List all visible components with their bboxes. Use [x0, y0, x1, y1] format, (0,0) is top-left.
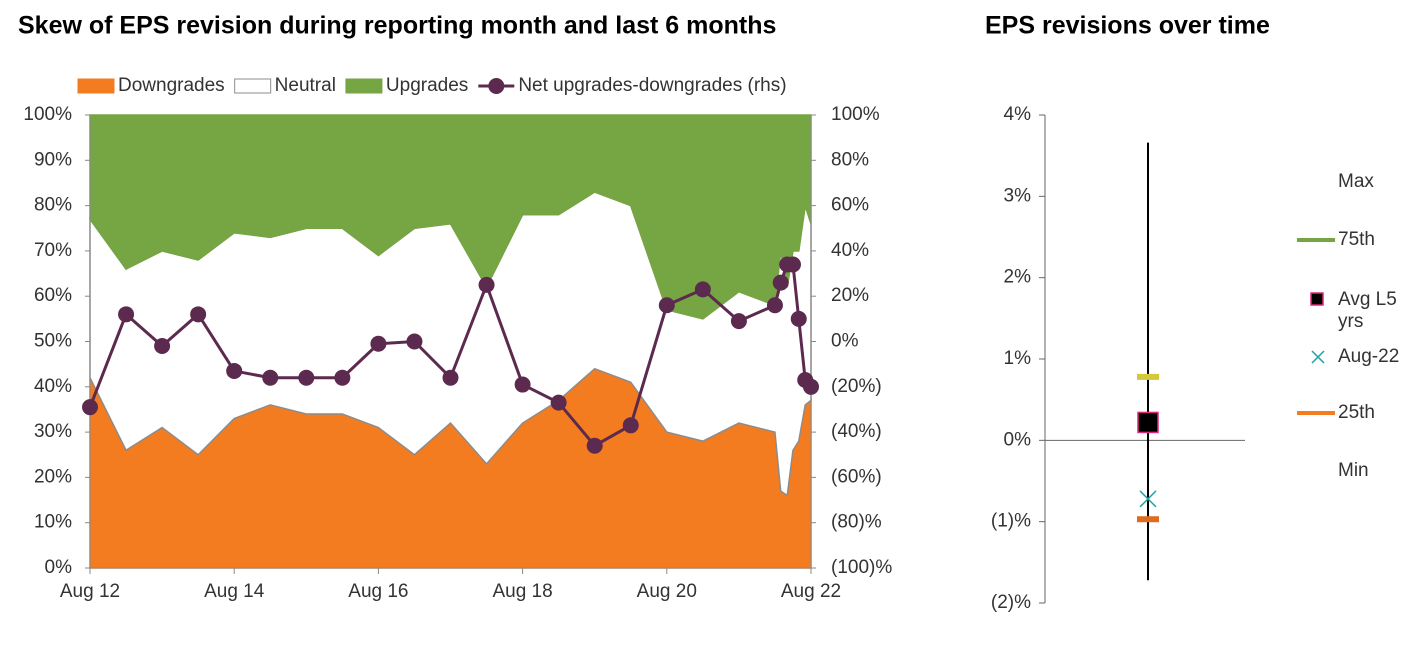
y-tick-label: 50% [34, 331, 72, 352]
x-tick-label: Aug 14 [204, 581, 265, 602]
y2-tick-label: 100% [831, 104, 880, 125]
y2-tick-label: (80)% [831, 512, 882, 533]
y-tick-label: (2)% [991, 592, 1031, 613]
point [334, 369, 351, 386]
marker [1137, 411, 1159, 434]
point [730, 313, 747, 330]
y-tick-label: 40% [34, 376, 72, 397]
y-tick-label: 60% [34, 285, 72, 306]
legend-symbol [1311, 350, 1325, 364]
legend-label: Max [1338, 171, 1374, 192]
y-tick-label: 20% [34, 466, 72, 487]
y-tick-label: 1% [1004, 348, 1032, 369]
legend-label: Upgrades [386, 75, 468, 96]
y2-tick-label: 0% [831, 331, 859, 352]
legend-label: Neutral [275, 75, 336, 96]
x-tick-label: Aug 20 [637, 581, 697, 602]
point [442, 369, 459, 386]
point [514, 376, 531, 393]
legend-symbol [1310, 292, 1324, 306]
legend-symbol [234, 78, 272, 94]
chart-title: Skew of EPS revision during reporting mo… [18, 12, 776, 40]
point [154, 338, 171, 355]
point [550, 394, 567, 411]
point [370, 335, 387, 352]
legend-label: Downgrades [118, 75, 225, 96]
point [772, 274, 789, 291]
x-tick-label: Aug 12 [60, 581, 120, 602]
legend-label: Aug-22 [1338, 346, 1400, 367]
point [262, 369, 279, 386]
y-tick-label: 3% [1004, 185, 1032, 206]
legend-symbol [345, 78, 383, 94]
y2-tick-label: (40%) [831, 421, 882, 442]
legend-label: 25th [1338, 402, 1375, 423]
y2-tick-label: (100)% [831, 557, 892, 578]
point [790, 310, 807, 327]
x-tick-label: Aug 22 [781, 581, 841, 602]
point [658, 297, 675, 314]
point [803, 378, 819, 395]
y-tick-label: 100% [23, 104, 72, 125]
x-tick-label: Aug 16 [348, 581, 408, 602]
x-tick-label: Aug 18 [492, 581, 552, 602]
y-tick-label: 10% [34, 512, 72, 533]
point [406, 333, 423, 350]
point [784, 256, 801, 273]
legend-label: Avg L5 yrs [1338, 289, 1397, 332]
y-tick-label: 30% [34, 421, 72, 442]
marker [1137, 516, 1159, 523]
legend-label: Min [1338, 460, 1369, 481]
y-tick-label: 0% [45, 557, 73, 578]
y2-tick-label: 20% [831, 285, 869, 306]
point [622, 417, 639, 434]
legend-symbol [77, 78, 115, 94]
y-tick-label: 0% [1004, 429, 1032, 450]
point [190, 306, 207, 323]
chart-title: EPS revisions over time [985, 12, 1270, 40]
y-tick-label: 2% [1004, 267, 1032, 288]
point [82, 399, 98, 416]
y2-tick-label: (20%) [831, 376, 882, 397]
y-tick-label: (1)% [991, 511, 1031, 532]
y2-tick-label: 80% [831, 149, 869, 170]
point [118, 306, 135, 323]
y-tick-label: 90% [34, 149, 72, 170]
legend-label: Net upgrades-downgrades (rhs) [518, 75, 786, 96]
point [586, 437, 603, 454]
y2-tick-label: 60% [831, 195, 869, 216]
marker [1139, 490, 1157, 508]
y-tick-label: 80% [34, 195, 72, 216]
y-tick-label: 4% [1004, 104, 1032, 125]
point [766, 297, 783, 314]
marker [1137, 373, 1159, 380]
point [298, 369, 315, 386]
legend-label: 75th [1338, 229, 1375, 250]
point [226, 362, 243, 379]
point [478, 276, 495, 293]
y-tick-label: 70% [34, 240, 72, 261]
y2-tick-label: 40% [831, 240, 869, 261]
point [694, 281, 711, 298]
legend-symbol [488, 78, 505, 94]
y2-tick-label: (60%) [831, 466, 882, 487]
